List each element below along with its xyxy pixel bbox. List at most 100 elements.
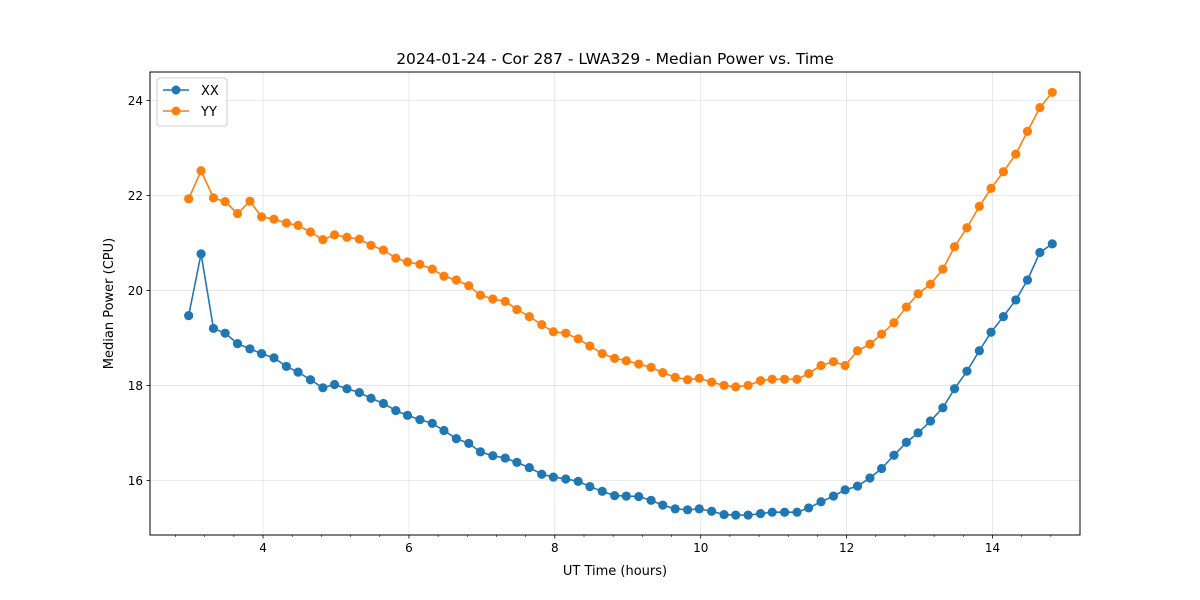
series-xx-point (828, 491, 839, 501)
series-xx-point (378, 398, 389, 409)
series-yy-point (537, 320, 547, 330)
grid (150, 72, 1080, 535)
series-xx-point (998, 311, 1009, 322)
series-xx-point (974, 346, 984, 356)
series-xx-point (743, 510, 753, 520)
series-yy-point (852, 346, 863, 356)
series-xx-point (682, 505, 693, 515)
series-layer (184, 87, 1057, 520)
series-yy-point (670, 372, 680, 382)
series-yy-point (524, 311, 534, 322)
series-yy-point (949, 242, 960, 252)
series-xx-point (245, 344, 255, 354)
legend-yy-label: YY (200, 105, 217, 120)
series-yy-point (561, 328, 571, 338)
series-yy-point (305, 227, 316, 237)
y-axis-label: Median Power (CPU) (102, 238, 117, 369)
series-yy-point (865, 339, 875, 349)
series-yy-point (548, 327, 558, 337)
series-yy-point (962, 223, 972, 233)
series-xx-point (913, 428, 923, 438)
series-yy-point (925, 279, 936, 289)
series-xx-point (925, 416, 936, 426)
series-xx-point (451, 434, 461, 444)
series-xx-point (840, 485, 850, 495)
series-xx-point (488, 451, 498, 461)
chart-title: 2024-01-24 - Cor 287 - LWA329 - Median P… (396, 50, 834, 68)
series-yy-point (427, 264, 437, 274)
series-xx-point (804, 503, 814, 513)
series-xx-point (779, 507, 790, 517)
series-xx-point (342, 384, 352, 394)
series-xx-point (634, 491, 644, 502)
series-yy-point (779, 374, 790, 384)
legend-yy-marker (171, 106, 181, 116)
series-yy-point (840, 360, 850, 371)
series-xx-point (402, 410, 413, 420)
series-yy-point (475, 290, 486, 300)
series-xx-point (755, 509, 766, 519)
series-yy-point (293, 220, 303, 230)
series-xx-point (670, 504, 680, 514)
series-xx-point (196, 249, 206, 259)
series-xx-point (585, 481, 595, 492)
series-yy-point (986, 183, 996, 193)
series-xx-point (962, 366, 972, 376)
series-yy-point (913, 289, 923, 299)
series-xx-point (318, 383, 328, 393)
series-yy-point (743, 380, 753, 391)
series-yy-point (694, 373, 704, 383)
series-xx-point (792, 507, 802, 517)
series-xx-point (986, 327, 996, 337)
series-xx-point (767, 507, 777, 517)
series-xx-point (464, 438, 474, 448)
legend: XX YY (156, 77, 228, 127)
y-tick-label: 22 (128, 189, 143, 203)
series-yy-point (245, 196, 255, 206)
series-yy-point (767, 374, 777, 384)
series-xx-point (646, 495, 656, 505)
series-xx-point (232, 339, 243, 349)
series-xx-point (391, 405, 401, 416)
series-yy-point (402, 257, 413, 267)
series-yy-point (451, 275, 461, 285)
series-yy-point (585, 341, 595, 351)
series-xx-point (354, 387, 364, 398)
series-yy-point (621, 356, 631, 366)
series-yy-point (877, 329, 887, 339)
series-yy-point (792, 374, 802, 384)
series-yy-point (329, 230, 340, 240)
series-xx-point (597, 486, 607, 496)
series-xx-point (658, 500, 668, 510)
series-xx-point (1035, 247, 1045, 258)
y-tick-label: 24 (128, 94, 143, 108)
series-xx-point (366, 393, 376, 403)
series-yy-point (1035, 103, 1045, 113)
x-tick-label: 8 (551, 541, 559, 555)
series-yy-point (755, 376, 766, 386)
series-yy-point (354, 234, 364, 244)
series-xx-point (621, 491, 631, 501)
series-yy-point (208, 193, 219, 203)
legend-xx-label: XX (201, 84, 219, 99)
series-yy-point (464, 281, 474, 291)
series-xx-point (889, 450, 899, 460)
y-tick-label: 18 (128, 379, 143, 393)
series-xx-point (293, 367, 303, 377)
series-xx-point (220, 328, 230, 338)
series-xx-point (269, 353, 279, 363)
series-yy-point (342, 232, 352, 242)
x-tick-label: 10 (693, 541, 708, 555)
series-xx-point (707, 506, 717, 516)
series-xx-point (512, 457, 522, 467)
y-tick-label: 20 (128, 284, 143, 298)
series-xx-point (938, 403, 948, 413)
series-xx-point (852, 481, 863, 491)
series-xx-point (524, 462, 534, 473)
series-xx-point (1022, 275, 1033, 285)
series-xx-point (719, 509, 729, 520)
series-yy-point (488, 294, 498, 304)
series-yy-point (658, 367, 668, 378)
series-xx-point (281, 361, 291, 372)
